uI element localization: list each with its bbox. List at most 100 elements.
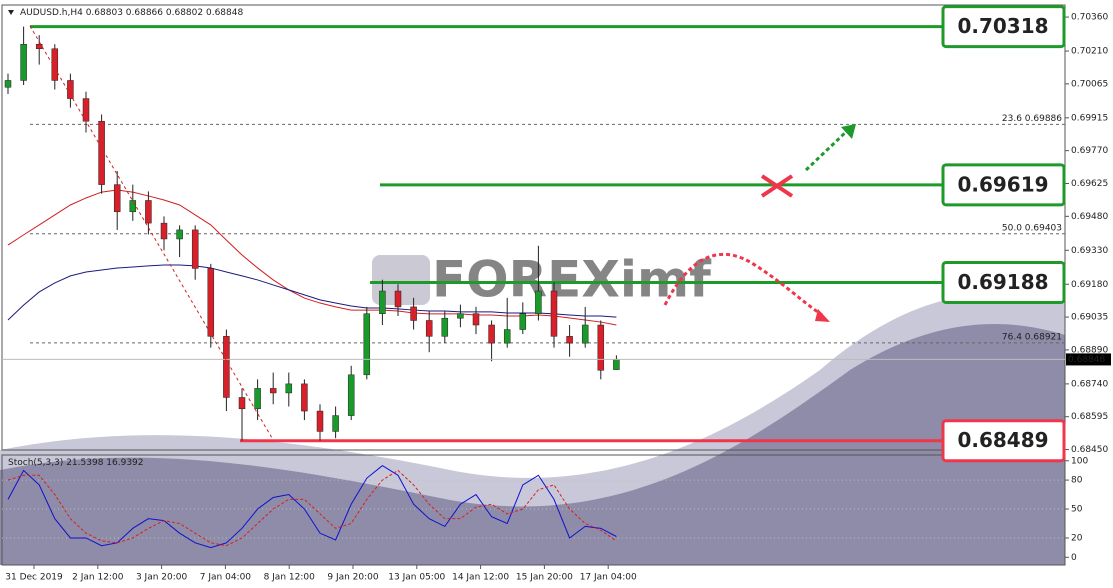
level-box	[941, 5, 1066, 49]
arrow-head	[841, 124, 856, 139]
candle-body	[535, 290, 542, 314]
stoch-header: Stoch(5,3,3) 21.5398 16.9392	[8, 458, 144, 468]
y-tick-label: 0.70065	[1071, 79, 1108, 89]
candle-body	[410, 306, 417, 321]
y-tick-label: 20	[1071, 533, 1083, 543]
current-price: 0.68848	[1068, 355, 1105, 365]
candle-body	[113, 184, 121, 213]
candle-body	[285, 383, 293, 394]
arrow-down	[663, 252, 823, 317]
y-tick-label: 0.69035	[1071, 313, 1108, 323]
stoch-line	[7, 465, 617, 549]
x-tick-label: 17 Jan 04:00	[580, 573, 637, 583]
y-tick-label: 0.69480	[1071, 212, 1108, 222]
x-tick-label: 9 Jan 20:00	[327, 573, 379, 583]
level-label: 0.69619	[957, 172, 1048, 196]
y-tick-label: 0.69625	[1071, 179, 1108, 189]
arrow-head	[815, 309, 830, 322]
current-price-box	[1066, 353, 1111, 366]
x-tick-label: 14 Jan 12:00	[452, 573, 509, 583]
y-tick-label: 0.69915	[1071, 113, 1108, 123]
candle-body	[129, 200, 137, 213]
stoch-frame	[1, 454, 1066, 566]
level-box	[941, 260, 1066, 304]
fib-label: 76.4 0.68921	[1002, 332, 1062, 342]
x-tick-label: 7 Jan 04:00	[200, 573, 252, 583]
open: 0.68803	[86, 8, 123, 18]
candle-body	[223, 336, 230, 398]
stoch-line	[7, 469, 617, 547]
x-tick-label: 8 Jan 12:00	[264, 573, 316, 583]
candle-body	[67, 80, 74, 99]
moving-average	[7, 189, 617, 326]
candle-body	[176, 229, 183, 240]
wave-dark	[0, 324, 1065, 565]
level-label: 0.70318	[957, 14, 1048, 38]
candle-body	[425, 320, 433, 337]
level-label: 0.68489	[957, 428, 1048, 452]
plot: 0.70360 0.70210 0.70065 0.69915 0.69770 0.696…	[2, 5, 1111, 583]
candle-body	[20, 43, 27, 81]
y-tick-label: 80	[1071, 476, 1083, 486]
y-tick-label: 0.70360	[1071, 13, 1108, 23]
candle-body	[503, 329, 511, 344]
header: AUDUSD.h,H4 0.68803 0.68866 0.68802 0.68…	[20, 8, 243, 18]
candle-body	[238, 397, 246, 410]
y-tick-label: 0.68595	[1071, 412, 1108, 422]
candle-body	[145, 200, 152, 224]
level-box	[941, 419, 1066, 463]
y-tick-label: 0	[1071, 553, 1077, 563]
watermark: FOREXimf	[432, 251, 712, 309]
candle-body	[35, 43, 43, 50]
y-tick-label: 50	[1071, 505, 1083, 515]
candle-body	[550, 290, 558, 337]
trend-line	[29, 25, 273, 439]
x-tick-label: 15 Jan 20:00	[516, 573, 573, 583]
candle-body	[441, 317, 449, 337]
y-tick-label: 0.69180	[1071, 280, 1108, 290]
candle-body	[394, 290, 402, 308]
arrow-up	[804, 128, 850, 172]
watermark-logo	[372, 255, 430, 305]
x-tick-label: 31 Dec 2019	[5, 573, 63, 583]
candle-body	[316, 410, 324, 432]
fib-label: 50.0 0.69403	[1002, 223, 1062, 233]
candle-body	[51, 48, 59, 81]
stoch-main: 21.5398	[66, 458, 103, 468]
candle-body	[269, 388, 277, 394]
candle-body	[160, 222, 168, 240]
level-label: 0.69188	[957, 270, 1048, 294]
candle-body	[472, 313, 480, 326]
y-tick-label: 0.69770	[1071, 146, 1108, 156]
candle-body	[191, 229, 199, 269]
candle-body	[301, 383, 308, 412]
price-frame	[1, 4, 1066, 451]
symbol: AUDUSD.h,H4	[20, 8, 83, 18]
level-box	[941, 163, 1066, 207]
candle-body	[4, 80, 12, 88]
y-tick-label: 0.68890	[1071, 345, 1108, 355]
y-tick-label: 0.68740	[1071, 379, 1108, 389]
moving-average	[7, 264, 617, 321]
candle-body	[207, 268, 215, 337]
low: 0.68802	[166, 8, 203, 18]
y-tick-label: 0.68450	[1071, 445, 1108, 455]
y-tick-label: 0.70210	[1071, 47, 1108, 57]
candle-body	[254, 388, 261, 410]
candle-body	[347, 374, 355, 416]
y-tick-label: 0.69330	[1071, 246, 1108, 256]
candle-body	[566, 336, 573, 344]
candle-body	[597, 324, 605, 371]
candle-body	[98, 120, 105, 185]
stoch-signal: 16.9392	[106, 458, 143, 468]
x-tick-label: 2 Jan 12:00	[72, 573, 124, 583]
candle-body	[488, 324, 495, 344]
high: 0.68866	[126, 8, 163, 18]
y-tick-label: 100	[1071, 456, 1088, 466]
menu-icon	[8, 10, 14, 15]
fib-label: 23.6 0.69886	[1002, 114, 1062, 124]
x-tick-label: 13 Jan 05:00	[388, 573, 445, 583]
close: 0.68848	[206, 8, 243, 18]
stoch-name: Stoch(5,3,3)	[8, 458, 63, 468]
